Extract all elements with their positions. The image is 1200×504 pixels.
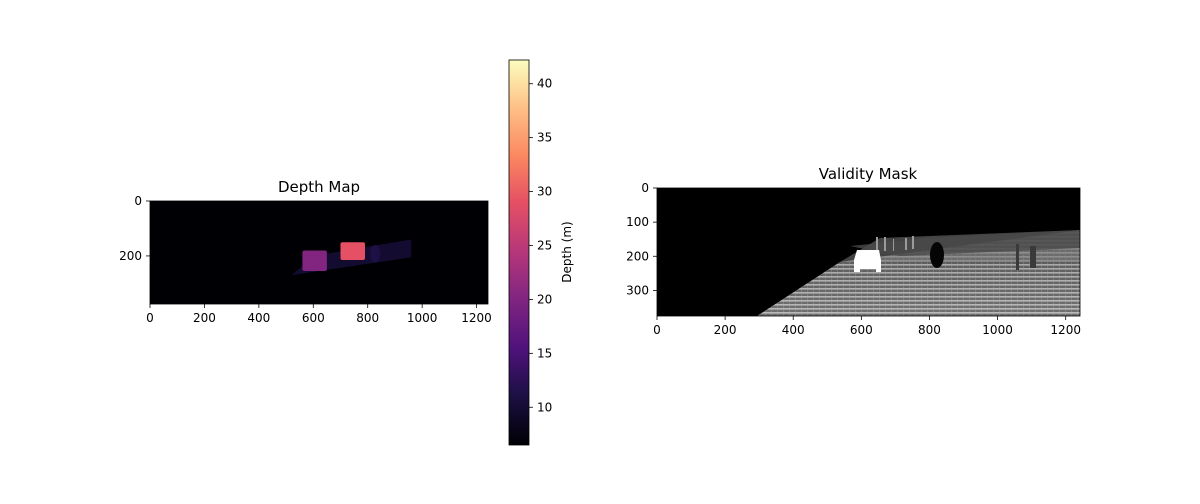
depth-map-x-tick-label: 600 xyxy=(302,311,325,325)
colorbar-ticks: 10 15 20 25 30 35 40 xyxy=(529,77,552,414)
depth-map-frame xyxy=(149,200,489,305)
depth-region-car xyxy=(302,250,327,272)
colorbar-tick-label: 30 xyxy=(537,185,552,199)
validity-mask-x-tick-label: 1000 xyxy=(982,323,1013,337)
depth-map-regions xyxy=(291,239,412,276)
validity-mask-x-tick-label: 1200 xyxy=(1050,323,1081,337)
tree-trunk-hole xyxy=(930,242,944,268)
colorbar-tick-label: 20 xyxy=(537,292,552,306)
validity-mask-x-tick-label: 0 xyxy=(653,323,661,337)
depth-map-y-tick-label: 200 xyxy=(119,249,142,263)
depth-map-x-tick-label: 400 xyxy=(247,311,270,325)
depth-map-y-axis: 0 200 xyxy=(119,194,150,263)
validity-mask-x-tick-label: 400 xyxy=(782,323,805,337)
colorbar-tick-label: 25 xyxy=(537,238,552,252)
colorbar-tick-label: 35 xyxy=(537,131,552,145)
colorbar-tick-label: 15 xyxy=(537,346,552,360)
colorbar-gradient xyxy=(508,59,530,446)
colorbar-tick-label: 10 xyxy=(537,400,552,414)
colorbar-label: Depth (m) xyxy=(560,221,574,282)
depth-map-title: Depth Map xyxy=(278,178,360,196)
depth-map-x-tick-label: 800 xyxy=(356,311,379,325)
car-blob xyxy=(854,250,881,272)
depth-map-panel: Depth Map 0 200 400 600 800 1000 1200 0 200 xyxy=(119,178,492,325)
validity-mask-y-tick-label: 0 xyxy=(641,181,649,195)
depth-map-y-tick-label: 0 xyxy=(134,194,142,208)
depth-region-tree-trunk xyxy=(370,244,381,263)
depth-map-x-axis: 0 200 400 600 800 1000 1200 xyxy=(146,304,492,325)
validity-mask-x-axis: 0 200 400 600 800 1000 1200 xyxy=(653,316,1081,337)
vertical-structures xyxy=(876,236,1036,270)
depth-map-x-tick-label: 200 xyxy=(193,311,216,325)
validity-mask-x-tick-label: 200 xyxy=(714,323,737,337)
validity-mask-y-tick-label: 200 xyxy=(626,249,649,263)
validity-mask-panel: Validity Mask 0 200 400 600 800 1000 1200 0 100… xyxy=(626,165,1081,337)
validity-mask-x-tick-label: 600 xyxy=(850,323,873,337)
validity-mask-y-tick-label: 300 xyxy=(626,283,649,297)
colorbar: 10 15 20 25 30 35 40 Depth (m) xyxy=(508,59,574,446)
depth-map-x-tick-label: 1000 xyxy=(407,311,438,325)
valid-lidar-horizon xyxy=(850,230,1080,256)
depth-map-x-tick-label: 1200 xyxy=(461,311,492,325)
depth-region-pole-cluster xyxy=(340,242,365,261)
validity-mask-x-tick-label: 800 xyxy=(918,323,941,337)
validity-mask-title: Validity Mask xyxy=(819,165,918,183)
colorbar-tick-label: 40 xyxy=(537,77,552,91)
validity-mask-regions xyxy=(757,230,1080,316)
validity-mask-frame xyxy=(656,187,1081,317)
validity-mask-y-tick-label: 100 xyxy=(626,215,649,229)
depth-map-x-tick-label: 0 xyxy=(146,311,154,325)
validity-mask-y-axis: 0 100 200 300 xyxy=(626,181,657,297)
